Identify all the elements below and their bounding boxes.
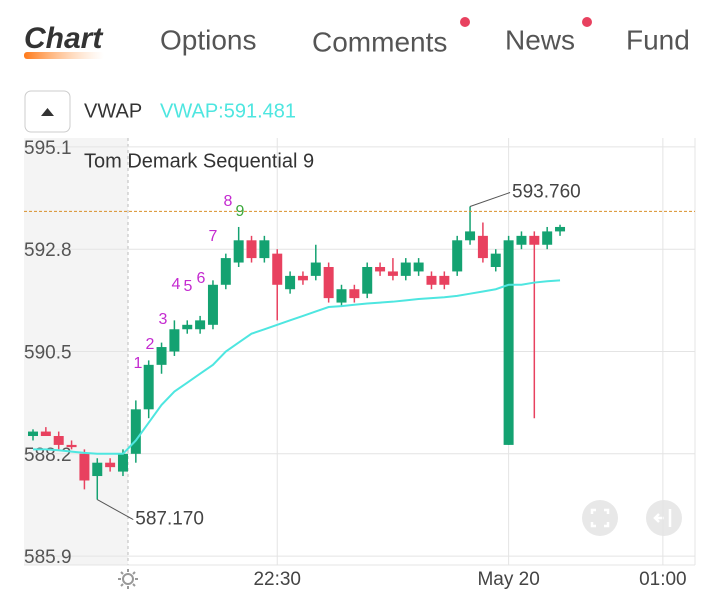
candle-body xyxy=(336,289,347,303)
candle-body xyxy=(195,320,206,330)
td-count: 9 xyxy=(236,203,245,220)
candle-body xyxy=(426,275,437,285)
candle-body xyxy=(349,289,360,299)
candle-body xyxy=(259,240,270,259)
candle-body xyxy=(105,462,116,468)
tab-options[interactable]: Options xyxy=(160,24,257,55)
candle-body xyxy=(220,258,231,285)
annotation-label: 587.170 xyxy=(135,509,204,530)
td-count: 2 xyxy=(146,336,155,353)
candle-body xyxy=(169,329,180,352)
td-count: 5 xyxy=(184,278,193,295)
candle-body xyxy=(130,409,141,454)
td-count: 1 xyxy=(134,355,143,372)
candle-body xyxy=(503,240,514,445)
tab-chart[interactable]: Chart xyxy=(24,22,104,55)
td-count: 4 xyxy=(172,276,181,293)
sun-icon xyxy=(118,569,138,589)
candle-body xyxy=(477,235,488,259)
candle-body xyxy=(465,231,476,241)
fullscreen-button[interactable] xyxy=(582,500,618,536)
candle-body xyxy=(529,235,540,245)
badge-dot xyxy=(582,17,592,27)
y-tick-label: 590.5 xyxy=(24,343,72,364)
candle-body xyxy=(27,431,38,437)
indicator-value: VWAP:591.481 xyxy=(160,100,296,122)
y-tick-label: 585.9 xyxy=(24,547,72,568)
candle-body xyxy=(387,271,398,276)
candle-body xyxy=(323,266,334,299)
candle-body xyxy=(246,240,257,259)
candle-body xyxy=(439,275,450,285)
candle-body xyxy=(66,444,77,448)
candle-body xyxy=(516,235,527,245)
indicator-name: VWAP xyxy=(84,100,142,122)
candle-body xyxy=(285,275,296,290)
candle-body xyxy=(272,253,283,285)
candle-body xyxy=(40,431,51,437)
candle-body xyxy=(310,262,321,276)
tab-underline xyxy=(24,52,104,59)
indicator-title: Tom Demark Sequential 9 xyxy=(84,150,314,172)
candle-body xyxy=(555,226,566,232)
td-count: 3 xyxy=(159,311,168,328)
reset-button[interactable] xyxy=(646,500,682,536)
candle-body xyxy=(490,253,501,267)
candle-body xyxy=(143,364,154,410)
y-tick-label: 588.2 xyxy=(24,445,72,466)
tab-comments[interactable]: Comments xyxy=(312,26,447,57)
candle-body xyxy=(233,240,244,263)
td-count: 7 xyxy=(209,228,218,245)
tab-news[interactable]: News xyxy=(505,24,575,55)
x-tick-label: May 20 xyxy=(477,569,539,590)
candle-body xyxy=(375,266,386,272)
x-tick-label: 22:30 xyxy=(253,569,301,590)
annotation-leader xyxy=(469,192,511,207)
candle-body xyxy=(92,462,103,477)
annotation-label: 593.760 xyxy=(512,182,581,203)
td-count: 8 xyxy=(224,193,233,210)
badge-dot xyxy=(460,17,470,27)
candle-body xyxy=(362,266,373,294)
td-count: 6 xyxy=(197,270,206,287)
candle-body xyxy=(542,231,553,245)
y-tick-label: 595.1 xyxy=(24,138,72,159)
candle-body xyxy=(53,436,64,445)
candle-body xyxy=(297,275,308,281)
annotation-leader xyxy=(97,499,134,521)
y-tick-label: 592.8 xyxy=(24,240,72,261)
candle-body xyxy=(413,262,424,272)
candle-body xyxy=(156,347,167,365)
vwap-line xyxy=(32,279,561,455)
tab-fund[interactable]: Fund xyxy=(626,24,690,55)
candle-body xyxy=(79,453,90,481)
candle-body xyxy=(207,284,218,325)
x-tick-label: 01:00 xyxy=(639,569,687,590)
collapse-icon xyxy=(41,108,54,116)
candle-body xyxy=(117,453,128,472)
candle-body xyxy=(400,262,411,276)
candle-body xyxy=(452,240,463,272)
candle-body xyxy=(182,324,193,330)
